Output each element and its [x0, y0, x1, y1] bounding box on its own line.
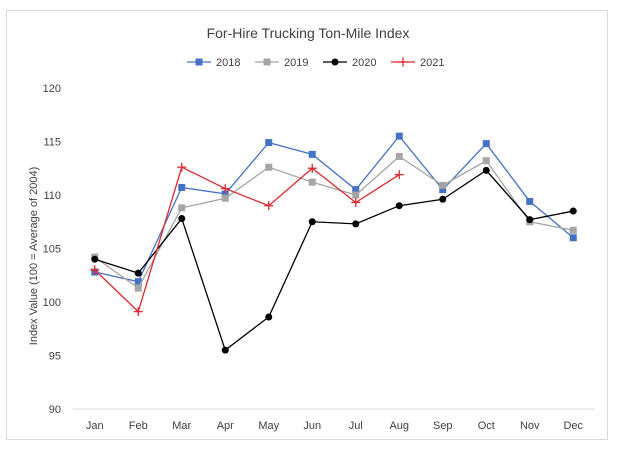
data-point-2018-Aug [395, 132, 403, 140]
data-point-2019-Mar [178, 204, 186, 212]
x-tick-label: Jan [86, 420, 104, 432]
data-point-2019-Feb [134, 284, 142, 292]
chart-legend: 2018 2019 2020 2021 [187, 57, 444, 69]
x-axis-ticks: Jan Feb Mar Apr May Jun Jul Aug Sep Oct Nov Dec [86, 420, 584, 432]
data-point-2020-Jan [91, 255, 99, 263]
data-point-2018-Mar [178, 184, 186, 192]
y-tick-label: 115 [43, 137, 61, 149]
data-point-2021-May [264, 201, 274, 211]
y-tick-label: 90 [49, 404, 61, 416]
legend-label: 2021 [420, 57, 444, 69]
chart-title: For-Hire Trucking Ton-Mile Index [207, 25, 410, 41]
data-point-2020-Jul [352, 220, 360, 228]
data-point-2018-Nov [526, 197, 534, 205]
x-tick-label: Jun [303, 420, 321, 432]
data-point-2019-Apr [221, 194, 229, 202]
series-line-2019 [94, 155, 574, 290]
series-line-2020 [94, 169, 574, 352]
legend-label: 2019 [284, 57, 308, 69]
line-chart: For-Hire Trucking Ton-Mile Index 2018 201… [28, 25, 595, 432]
chart-frame: For-Hire Trucking Ton-Mile Index 2018 201… [6, 10, 608, 440]
data-point-2018-Sep [439, 186, 447, 194]
data-point-2020-Oct [482, 166, 490, 174]
legend-label: 2018 [216, 57, 240, 69]
data-point-2021-Jul [351, 197, 361, 207]
data-point-2021-Feb [133, 307, 143, 317]
data-point-2019-Dec [569, 226, 577, 234]
legend-item-2020: 2020 [323, 57, 376, 69]
series-layer [90, 132, 577, 354]
data-point-2019-May [265, 163, 273, 171]
series-2021 [90, 162, 404, 317]
y-tick-label: 105 [43, 244, 61, 256]
y-tick-label: 110 [43, 190, 61, 202]
data-point-2020-Sep [439, 195, 447, 203]
data-point-2018-Oct [482, 140, 490, 148]
data-point-2019-Oct [482, 157, 490, 165]
legend-label: 2020 [352, 57, 376, 69]
data-point-2020-Nov [526, 216, 534, 224]
x-tick-label: Sep [433, 420, 453, 432]
data-point-2019-Jul [352, 191, 360, 199]
x-tick-label: Nov [520, 420, 540, 432]
legend-item-2019: 2019 [255, 57, 308, 69]
data-point-2021-Mar [177, 162, 187, 172]
data-point-2020-Jun [308, 218, 316, 226]
x-tick-label: Dec [563, 420, 583, 432]
x-tick-label: Mar [172, 420, 191, 432]
series-line-2018 [94, 135, 574, 283]
data-point-2020-Dec [569, 207, 577, 215]
y-tick-label: 95 [49, 351, 61, 363]
y-tick-label: 120 [43, 83, 61, 95]
data-point-2018-Jun [308, 150, 316, 158]
x-tick-label: Jul [349, 420, 363, 432]
data-point-2018-May [265, 139, 273, 147]
y-axis-label: Index Value (100 = Average of 2004) [28, 167, 40, 345]
data-point-2020-Mar [178, 215, 186, 223]
data-point-2018-Dec [569, 234, 577, 242]
data-point-2018-Feb [134, 278, 142, 286]
series-2018 [91, 132, 577, 286]
legend-item-2018: 2018 [187, 57, 240, 69]
data-point-2020-Apr [221, 346, 229, 354]
data-point-2019-Jun [308, 178, 316, 186]
data-point-2018-Apr [221, 190, 229, 198]
data-point-2021-Aug [394, 170, 404, 180]
legend-item-2021: 2021 [391, 57, 444, 69]
y-tick-label: 100 [43, 297, 61, 309]
data-point-2020-May [265, 313, 273, 321]
data-point-2019-Aug [395, 152, 403, 160]
x-tick-label: Oct [478, 420, 495, 432]
x-tick-label: Apr [217, 420, 234, 432]
y-axis-ticks: 90 95 100 105 110 115 120 [43, 83, 61, 416]
data-point-2020-Feb [134, 269, 142, 277]
series-line-2021 [94, 166, 400, 313]
x-tick-label: Feb [129, 420, 148, 432]
data-point-2018-Jul [352, 186, 360, 194]
data-point-2021-Jun [307, 163, 317, 173]
x-tick-label: Aug [389, 420, 409, 432]
data-point-2021-Apr [220, 184, 230, 194]
data-point-2019-Sep [439, 181, 447, 189]
data-point-2020-Aug [395, 202, 403, 210]
series-2020 [91, 166, 577, 354]
data-point-2021-Jan [90, 265, 100, 275]
x-tick-label: May [258, 420, 279, 432]
